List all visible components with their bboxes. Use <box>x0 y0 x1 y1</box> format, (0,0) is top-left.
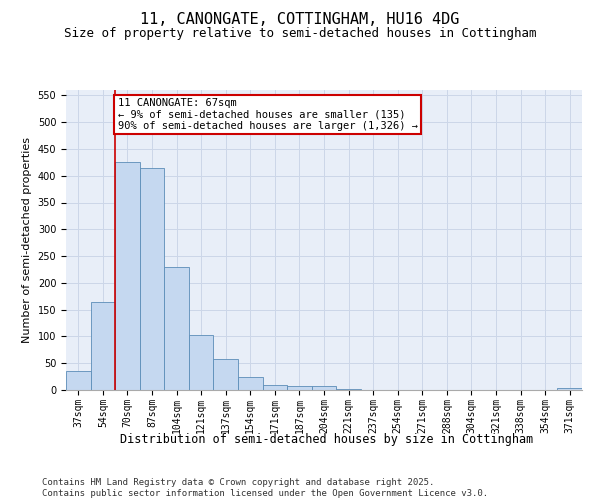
Bar <box>287 386 312 390</box>
Bar <box>238 376 263 390</box>
Bar <box>91 302 115 390</box>
Bar <box>312 386 336 390</box>
Bar <box>263 384 287 390</box>
Text: 11 CANONGATE: 67sqm
← 9% of semi-detached houses are smaller (135)
90% of semi-d: 11 CANONGATE: 67sqm ← 9% of semi-detache… <box>118 98 418 131</box>
Bar <box>164 267 189 390</box>
Text: Distribution of semi-detached houses by size in Cottingham: Distribution of semi-detached houses by … <box>121 432 533 446</box>
Bar <box>66 371 91 390</box>
Y-axis label: Number of semi-detached properties: Number of semi-detached properties <box>22 137 32 343</box>
Bar <box>140 168 164 390</box>
Bar <box>189 335 214 390</box>
Text: Size of property relative to semi-detached houses in Cottingham: Size of property relative to semi-detach… <box>64 28 536 40</box>
Bar <box>557 388 582 390</box>
Text: 11, CANONGATE, COTTINGHAM, HU16 4DG: 11, CANONGATE, COTTINGHAM, HU16 4DG <box>140 12 460 28</box>
Bar <box>336 389 361 390</box>
Bar <box>115 162 140 390</box>
Bar <box>214 359 238 390</box>
Text: Contains HM Land Registry data © Crown copyright and database right 2025.
Contai: Contains HM Land Registry data © Crown c… <box>42 478 488 498</box>
